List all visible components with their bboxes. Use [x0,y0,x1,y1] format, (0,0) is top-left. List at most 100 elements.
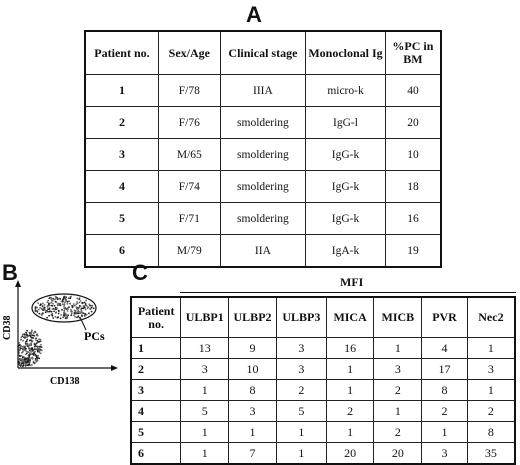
event-dot [52,297,54,300]
event-dot [76,316,78,319]
event-dot [86,307,89,310]
event-dot [22,350,24,353]
patient-number-cell: 1 [84,74,159,107]
event-dot [30,341,33,343]
event-dot [22,359,25,361]
event-dot [27,359,30,362]
event-dot [34,306,37,308]
event-dot [28,334,31,337]
event-dot [56,304,59,307]
mfi-header-rule [180,292,516,293]
event-dot [68,300,70,303]
event-dot [69,297,71,300]
event-dot [54,295,57,298]
event-dot [29,334,32,337]
event-dot [52,317,55,319]
column-header: MICA [325,296,375,338]
patient-number-cell: 3 [130,379,182,401]
table-row: 3 M/65 smoldering IgG-k 10 [84,138,442,171]
event-dot [36,306,39,309]
event-dot [64,317,67,320]
event-dot [33,345,36,348]
event-dot [23,333,26,336]
ligand-mfi-table: Patient no. ULBP1 ULBP2 ULBP3 MICA MICB PVR Nec… [130,296,516,465]
column-header: PVR [421,296,468,338]
event-dot [76,308,79,310]
x-axis-arrow-icon [111,365,118,371]
table-cell: smoldering [219,170,307,203]
event-dot [52,302,54,305]
event-dot [66,300,69,303]
event-dot [26,338,29,341]
event-dot [38,350,41,353]
event-dot [22,365,24,368]
event-dot [80,310,83,313]
event-dot [31,356,34,359]
event-dot [39,338,42,341]
event-dot [47,299,50,302]
event-dot [51,308,54,310]
event-dot [19,355,21,358]
event-dot [64,313,67,315]
table-cell: 8 [228,379,277,401]
event-dot [43,306,46,309]
event-dot [27,364,29,367]
event-dot [63,313,65,316]
table-cell: 18 [384,170,442,203]
event-dot [35,337,37,340]
table-cell: IgG-k [305,138,386,171]
table-cell: 16 [384,202,442,235]
event-dot [63,295,66,298]
event-dot [25,350,28,352]
event-dot [30,339,32,341]
event-dot [31,357,34,360]
table-cell: micro-k [305,74,386,107]
gate-label: PCs [84,329,105,343]
table-cell: 1 [373,337,423,359]
event-dot [57,316,60,319]
event-dot [92,307,95,310]
patient-number-cell: 4 [84,170,159,203]
event-dot [32,332,35,335]
table-cell: M/79 [157,234,221,268]
event-dot [21,356,24,359]
event-dot [24,360,27,363]
table-cell: IIIA [219,74,307,107]
event-dot [34,350,36,353]
table-cell: 8 [466,421,516,443]
event-dot [32,348,34,351]
table-cell: 2 [325,400,375,422]
event-dot [21,351,23,354]
table-cell: IgG-l [305,106,386,139]
event-dot [41,305,44,308]
patient-number-cell: 5 [130,421,182,443]
event-dot [32,360,35,363]
event-dot [23,345,25,348]
event-dot [33,348,36,350]
event-dot [38,338,40,340]
y-axis-arrow-icon [15,280,21,287]
table-cell: 10 [228,358,277,380]
patient-number-cell: 5 [84,202,159,235]
event-dot [24,364,27,367]
flow-cytometry-plot: PCs CD138 CD38 [2,280,118,387]
patient-characteristics-table: Patient no. Sex/Age Clinical stage Monoclon… [84,30,442,268]
event-dot [53,304,56,307]
table-cell: F/78 [157,74,221,107]
table-cell: 5 [180,400,230,422]
event-dot [71,306,74,309]
table-cell: 3 [180,358,230,380]
event-dot [69,302,71,305]
event-dot [54,300,57,303]
event-dot [75,311,78,314]
table-cell: 1 [180,421,230,443]
event-dot [56,296,59,299]
event-dot [65,298,68,301]
event-dot [37,302,39,304]
y-axis-label: CD38 [2,316,13,340]
event-dot [63,311,65,314]
event-dot [42,302,44,305]
event-dot [18,342,21,344]
table-cell: smoldering [219,106,307,139]
